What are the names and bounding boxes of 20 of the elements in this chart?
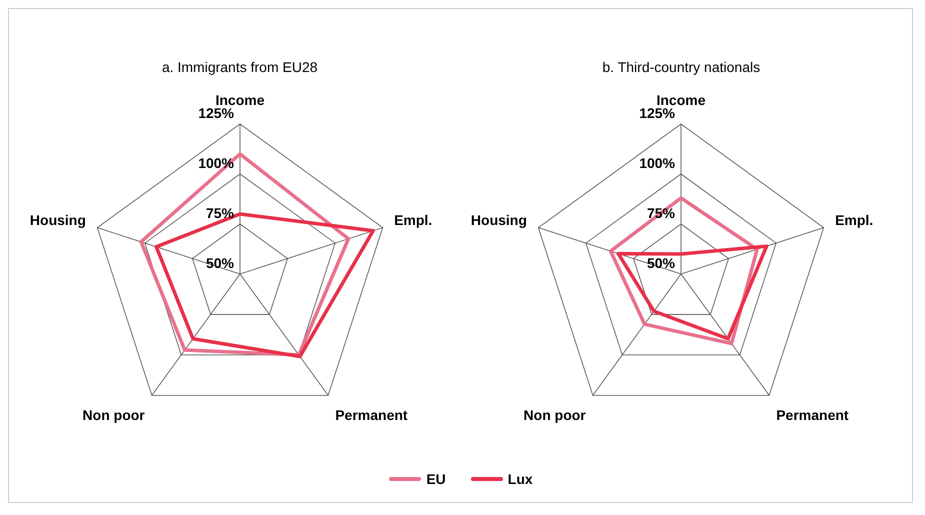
spoke-label: Housing [471, 212, 528, 228]
y-tick-label: 100% [639, 155, 676, 171]
spoke-label: Non poor [524, 406, 587, 423]
spoke-label: Income [656, 92, 706, 108]
chart-title: b. Third-country nationals [602, 59, 760, 77]
spoke-label: Permanent [776, 406, 850, 423]
y-tick-label: 125% [639, 105, 676, 121]
spoke-label: Housing [30, 212, 86, 228]
legend-label: EU [426, 471, 446, 487]
y-tick-label: 50% [206, 255, 234, 271]
chart-title: a. Immigrants from EU28 [162, 59, 318, 77]
y-tick-label: 50% [647, 255, 676, 271]
y-tick-label: 125% [198, 105, 234, 121]
spoke-label: Income [215, 92, 264, 108]
spoke-label: Non poor [82, 406, 146, 423]
y-tick-label: 75% [206, 205, 234, 221]
spoke-label: Permanent [334, 406, 408, 423]
legend-label: Lux [508, 471, 533, 487]
spoke-label: Empl. [394, 212, 432, 228]
spoke-label: Empl. [835, 212, 874, 228]
